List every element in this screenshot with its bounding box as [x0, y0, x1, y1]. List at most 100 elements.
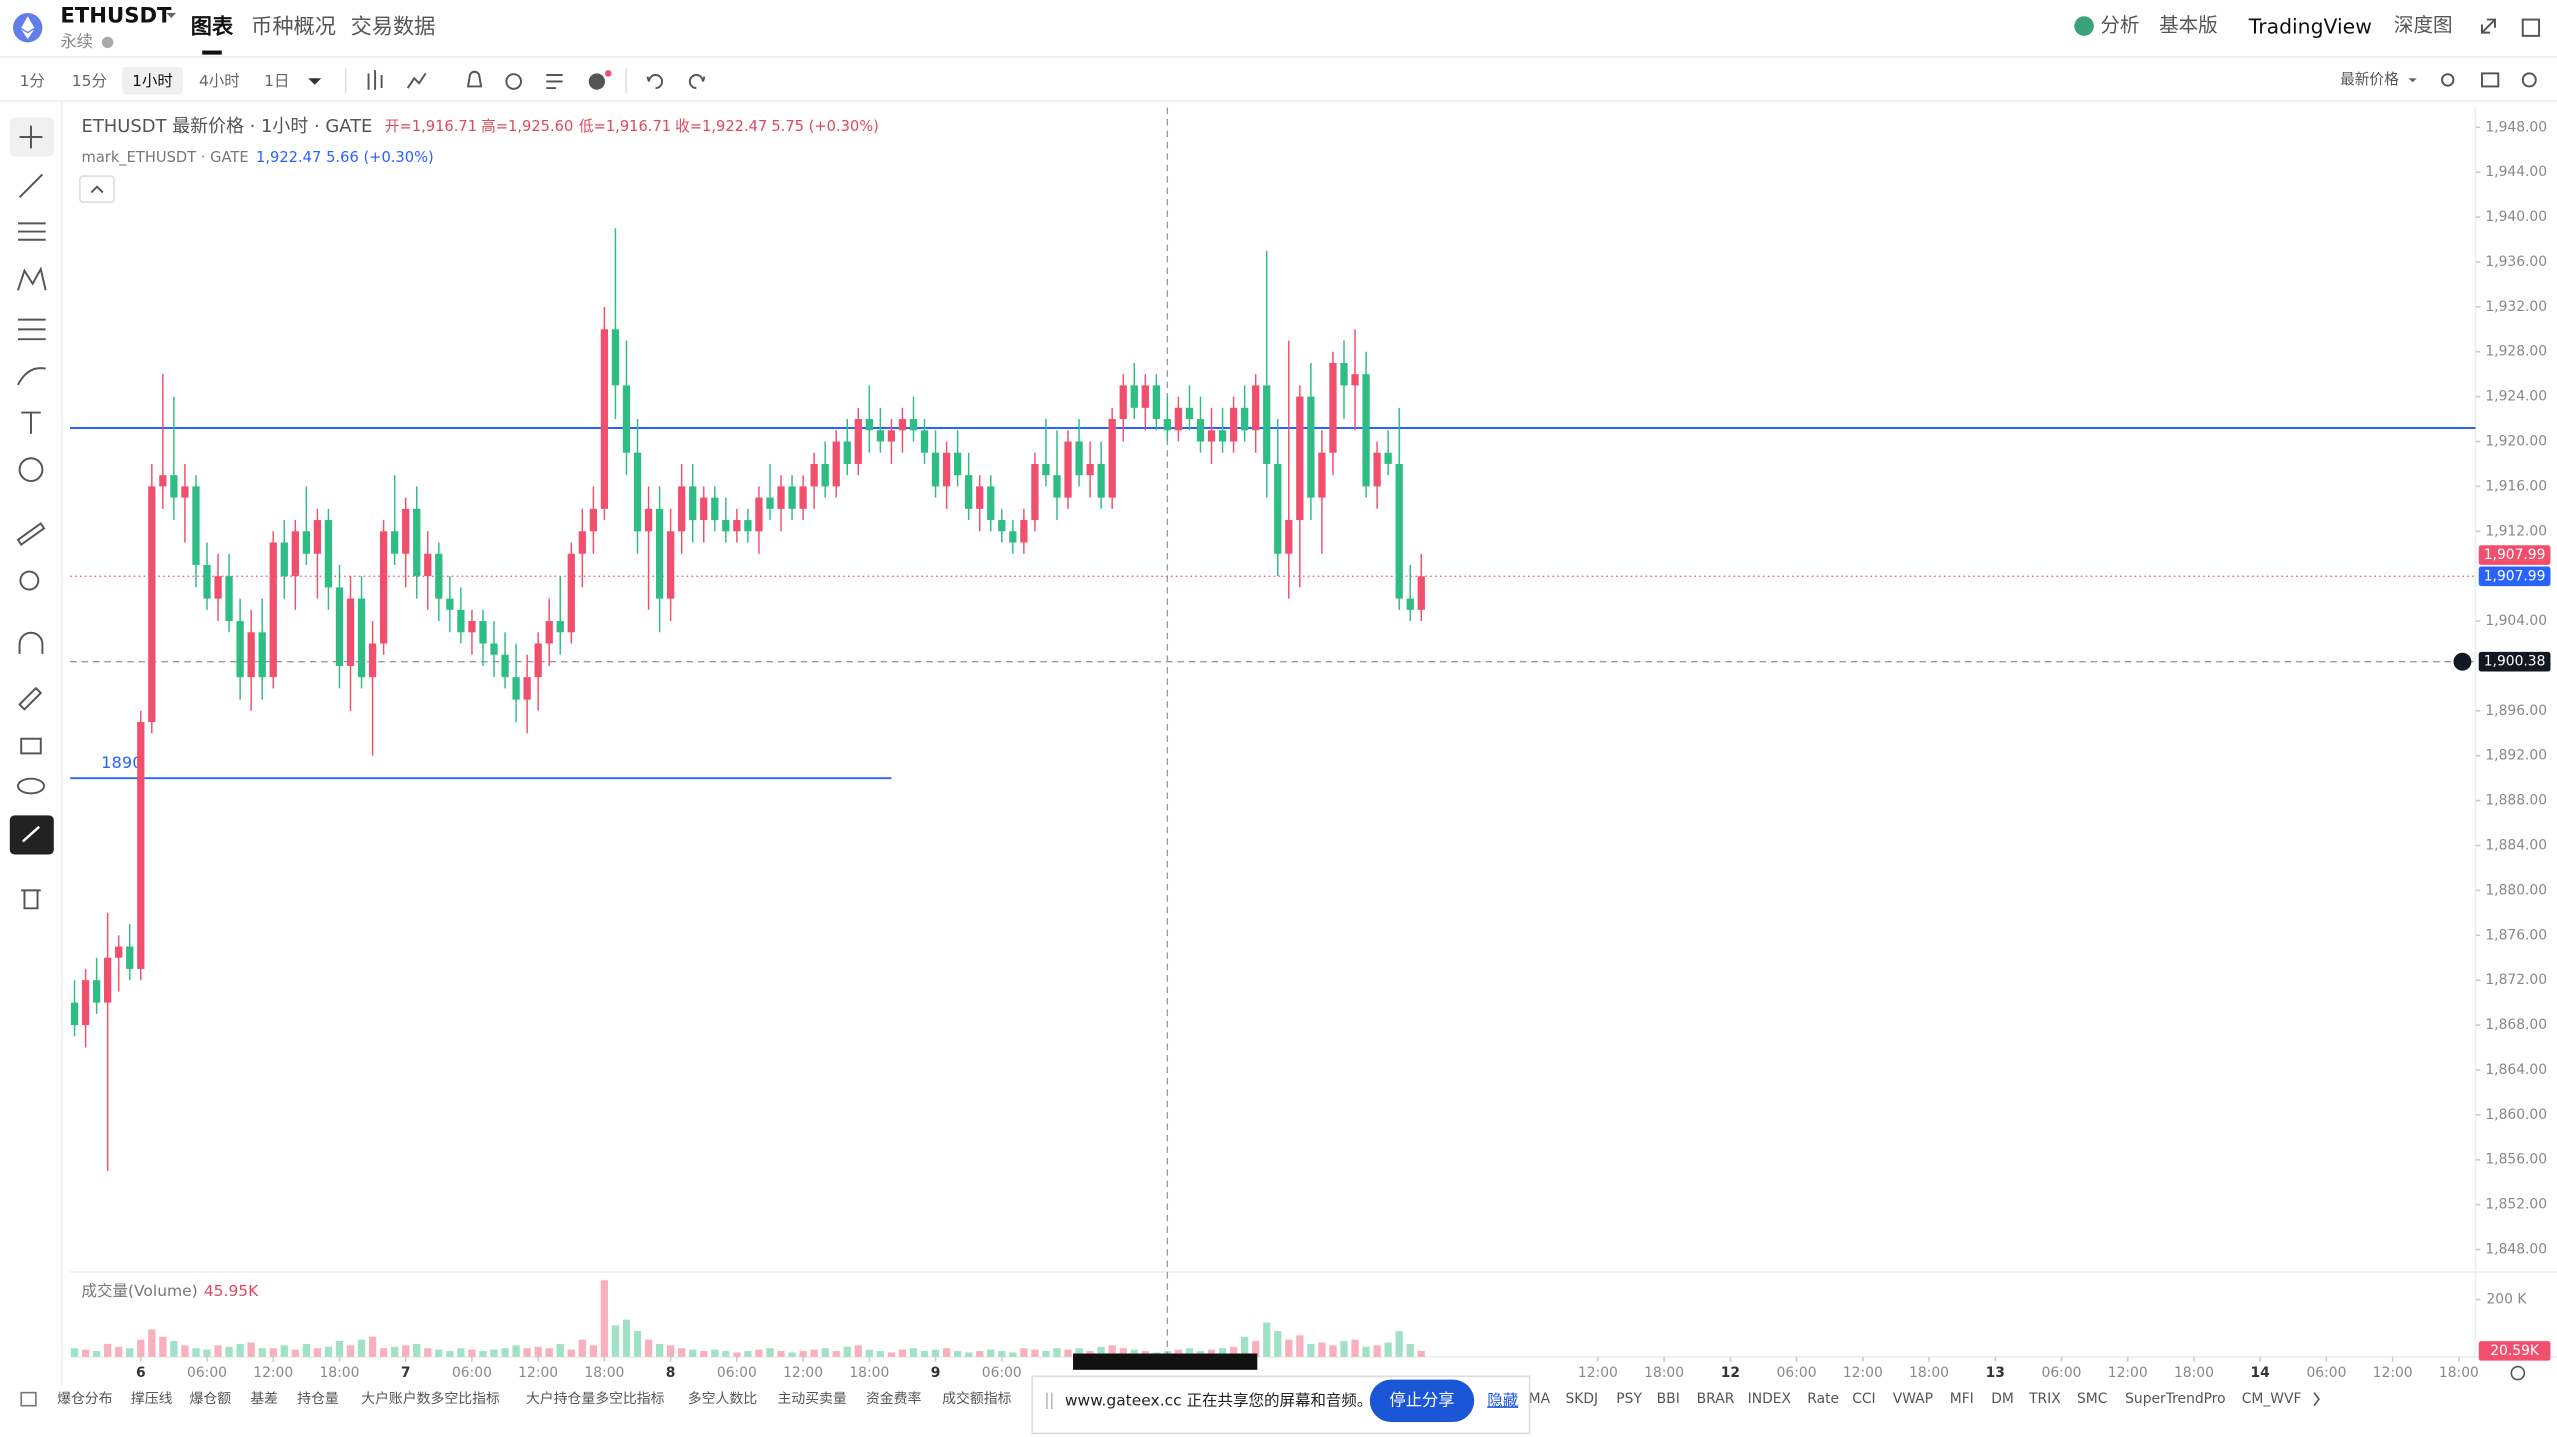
- brush-tool[interactable]: [17, 367, 46, 386]
- volume-bar: [1274, 1331, 1282, 1357]
- y-tick-label: 1,940.00: [2485, 209, 2547, 225]
- interval[interactable]: 4小时: [199, 72, 240, 90]
- indicator-tab[interactable]: CM_WVF: [2242, 1391, 2302, 1407]
- tab[interactable]: 币种概况: [251, 14, 336, 39]
- indicator-tab[interactable]: 大户账户数多空比指标: [361, 1390, 500, 1407]
- fib-tool[interactable]: [17, 222, 46, 241]
- candle-body: [1263, 385, 1271, 464]
- indicator-tab[interactable]: BBI: [1657, 1391, 1680, 1407]
- indicator-tab[interactable]: 持仓量: [297, 1391, 339, 1407]
- indicator-icon[interactable]: [406, 72, 427, 89]
- indicator-tab[interactable]: VWAP: [1893, 1391, 1933, 1407]
- indicator-tab[interactable]: 基差: [250, 1390, 278, 1407]
- interval[interactable]: 1日: [264, 72, 289, 90]
- indicator-tab[interactable]: CCI: [1852, 1391, 1875, 1407]
- redo-icon[interactable]: [688, 74, 706, 90]
- pencil-lock-tool[interactable]: [18, 686, 43, 711]
- prediction-tool[interactable]: [17, 318, 46, 341]
- indicator-tab[interactable]: Rate: [1807, 1391, 1839, 1407]
- magnet-tool[interactable]: [18, 631, 44, 654]
- indicator-tab[interactable]: PSY: [1616, 1391, 1642, 1407]
- share-indicator: [1073, 1353, 1258, 1370]
- volume-bar: [357, 1339, 366, 1357]
- interval[interactable]: 1分: [20, 72, 45, 90]
- link-tool[interactable]: [22, 825, 40, 843]
- indicator-tab[interactable]: BRAR: [1697, 1391, 1735, 1407]
- indicator-tab[interactable]: 爆仓分布: [57, 1391, 113, 1407]
- candle-type-icon[interactable]: [367, 70, 383, 90]
- text-tool[interactable]: [21, 411, 41, 434]
- line-label: 1890: [101, 753, 142, 772]
- time-settings[interactable]: [2510, 1365, 2526, 1381]
- camera-icon[interactable]: [2481, 72, 2500, 88]
- volume-bar: [711, 1349, 719, 1357]
- interval[interactable]: 1小时: [132, 72, 173, 90]
- template-icon[interactable]: [546, 74, 563, 90]
- emoji-tool[interactable]: [18, 457, 44, 483]
- collapse-icon[interactable]: [90, 185, 104, 194]
- stop-share-button[interactable]: [1369, 1379, 1475, 1422]
- indicator-next[interactable]: [2313, 1392, 2320, 1407]
- undo-icon[interactable]: [646, 74, 664, 90]
- trendline-tool[interactable]: [18, 173, 44, 199]
- indicator-tab[interactable]: SuperTrendPro: [2125, 1391, 2226, 1407]
- volume-bar: [965, 1352, 973, 1357]
- visibility-tool[interactable]: [16, 777, 46, 795]
- alert-icon[interactable]: [466, 70, 483, 88]
- top-link[interactable]: 深度图: [2394, 14, 2453, 37]
- indicator-tab[interactable]: SKDJ: [1565, 1391, 1598, 1407]
- symbol[interactable]: ETHUSDT: [60, 2, 172, 27]
- zoom-tool[interactable]: [19, 570, 40, 591]
- interval-caret[interactable]: [308, 78, 322, 85]
- lock-tool[interactable]: [20, 737, 42, 755]
- replay-icon[interactable]: [505, 73, 523, 90]
- candle-body: [335, 587, 344, 666]
- indicator-tab[interactable]: 主动买卖量: [777, 1391, 846, 1407]
- indicator-tab[interactable]: 撑压线: [131, 1391, 173, 1407]
- x-tick-label: 06:00: [982, 1365, 1022, 1381]
- candle-body: [1086, 463, 1094, 476]
- indicator-tab[interactable]: DM: [1991, 1391, 2014, 1407]
- top-link[interactable]: 分析: [2100, 14, 2139, 37]
- indicator-tab[interactable]: 多空人数比: [688, 1390, 757, 1407]
- interval[interactable]: 15分: [72, 72, 107, 90]
- search-icon[interactable]: [2441, 73, 2455, 87]
- indicator-tab[interactable]: 大户持仓量多空比指标: [526, 1390, 665, 1407]
- hide-share[interactable]: 隐藏: [1487, 1391, 1518, 1409]
- pattern-tool[interactable]: [17, 266, 47, 291]
- indicator-tab[interactable]: SMC: [2077, 1391, 2107, 1407]
- expand-icon[interactable]: [2481, 18, 2497, 34]
- info-icon[interactable]: [101, 36, 114, 49]
- add-icon[interactable]: [588, 73, 606, 90]
- x-tick-label: 06:00: [717, 1365, 757, 1381]
- indicator-tab[interactable]: TRIX: [2028, 1391, 2061, 1407]
- plot: 1,948.00 1,944.00 1,940.00 1,936.00 1,932.00…: [20, 107, 2557, 1407]
- top-link[interactable]: 基本版: [2159, 14, 2218, 37]
- indicator-tab[interactable]: 成交额指标: [942, 1390, 1011, 1407]
- candle-body: [368, 643, 377, 678]
- window-icon[interactable]: [2521, 18, 2541, 37]
- crosshair-tool[interactable]: [19, 125, 43, 149]
- price-source[interactable]: 最新价格: [2340, 71, 2399, 88]
- stop-share-label[interactable]: 停止分享: [1389, 1390, 1454, 1409]
- indicator-tab[interactable]: INDEX: [1748, 1391, 1792, 1407]
- candle-body: [589, 508, 598, 532]
- candle-body: [1152, 385, 1160, 420]
- delete-tool[interactable]: [21, 889, 41, 910]
- top-link[interactable]: TradingView: [2248, 15, 2372, 39]
- tab-underline: [202, 50, 222, 55]
- tab[interactable]: 交易数据: [351, 14, 436, 39]
- price-source-caret[interactable]: [2408, 78, 2417, 83]
- indicator-tab[interactable]: 爆仓额: [190, 1391, 232, 1407]
- drag-handle[interactable]: [1046, 1392, 1053, 1409]
- indicator-tab[interactable]: MFI: [1950, 1391, 1974, 1407]
- volume-bar: [225, 1346, 233, 1357]
- tab[interactable]: 图表: [191, 14, 234, 39]
- indicator-list-icon[interactable]: [20, 1391, 37, 1407]
- indicator-tab[interactable]: 资金费率: [866, 1390, 922, 1407]
- indicator-tab[interactable]: MA: [1529, 1391, 1551, 1407]
- ruler-tool[interactable]: [16, 522, 46, 547]
- symbol-caret[interactable]: [166, 13, 177, 18]
- collapse-legend[interactable]: [79, 175, 115, 204]
- settings-icon[interactable]: [2521, 72, 2537, 88]
